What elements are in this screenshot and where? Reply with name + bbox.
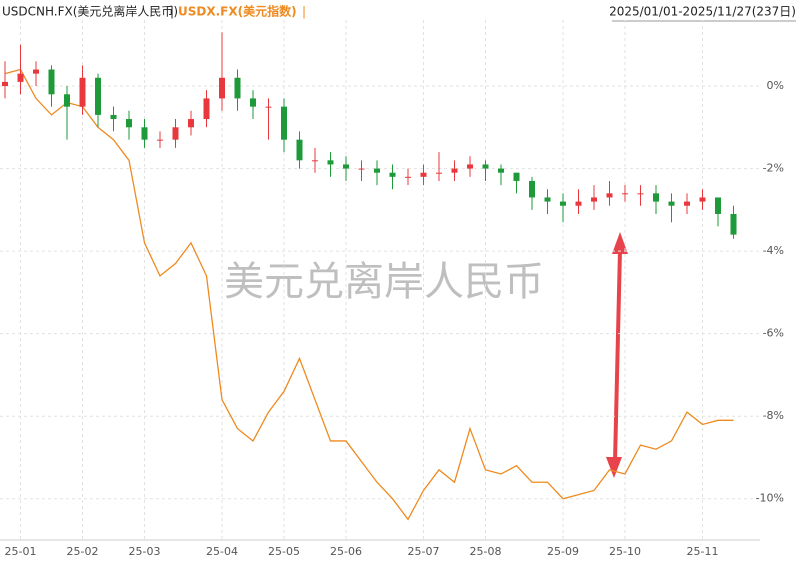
x-tick-label: 25-09 [547,545,579,558]
y-tick-label: -8% [763,409,784,422]
candle-body [668,201,675,206]
candle-body [389,172,396,177]
x-tick-label: 25-11 [687,545,719,558]
candle-body [637,193,644,195]
y-tick-label: -4% [763,244,784,257]
y-tick-label: -6% [763,327,784,340]
candle-body [79,77,86,107]
candle-body [653,193,659,202]
candle-body [374,168,380,173]
x-tick-label: 25-06 [330,545,362,558]
candle-body [95,77,101,115]
separator: | [302,5,306,19]
y-tick-label: -10% [756,492,784,505]
x-tick-label: 25-03 [129,545,161,558]
candle-body [622,193,628,195]
candle-body [730,213,737,235]
candle-body [591,197,597,202]
y-tick-label: -2% [763,162,784,175]
candle-body [498,168,504,173]
date-range: 2025/01/01-2025/11/27(237日) [609,5,796,19]
candle-body [327,160,334,165]
candle-body [172,127,179,140]
candle-body [343,164,349,169]
candle-body [684,201,690,206]
candle-body [513,172,520,181]
annotation-arrow [606,232,628,478]
candle-body [575,201,582,206]
chart-title: USDCNH.FX(美元兑离岸人民币) [2,4,178,19]
candle-body [405,176,411,178]
x-tick-label: 25-04 [206,545,238,558]
candle-body [312,160,318,162]
candle-body [482,164,489,169]
candle-body [436,172,442,174]
candle-body [64,94,70,107]
candle-body [358,168,365,170]
x-tick-label: 25-08 [470,545,502,558]
x-tick-label: 25-07 [408,545,440,558]
candle-body [2,81,8,87]
candle-body [715,197,721,214]
y-tick-label: 0% [767,79,784,92]
x-tick-label: 25-02 [67,545,99,558]
candle-body [699,197,706,202]
candle-body [529,180,535,198]
candle-body [544,197,551,202]
candle-body [126,119,132,128]
x-tick-label: 25-10 [609,545,641,558]
x-tick-label: 25-05 [268,545,300,558]
candle-body [48,69,55,95]
candle-body [141,127,148,140]
candle-body [281,106,287,140]
candle-body [451,168,458,173]
candle-body [606,193,613,198]
candle-body [17,73,24,82]
watermark: 美元兑离岸人民币 [224,259,544,305]
candle-body [250,98,256,107]
candle-body [203,98,210,120]
chart-subtitle: USDX.FX(美元指数) [178,4,297,19]
candle-body [265,106,272,108]
separator: | [170,5,174,19]
candle-body [219,77,225,99]
x-tick-label: 25-01 [5,545,37,558]
candle-body [33,69,39,74]
candle-body [110,114,117,120]
candle-body [157,139,163,141]
candle-body [296,139,303,161]
candle-body [188,119,194,128]
candle-body [467,164,473,169]
line-series [4,68,734,521]
candle-body [420,172,427,177]
candle-body [560,201,566,206]
candle-body [234,77,241,99]
